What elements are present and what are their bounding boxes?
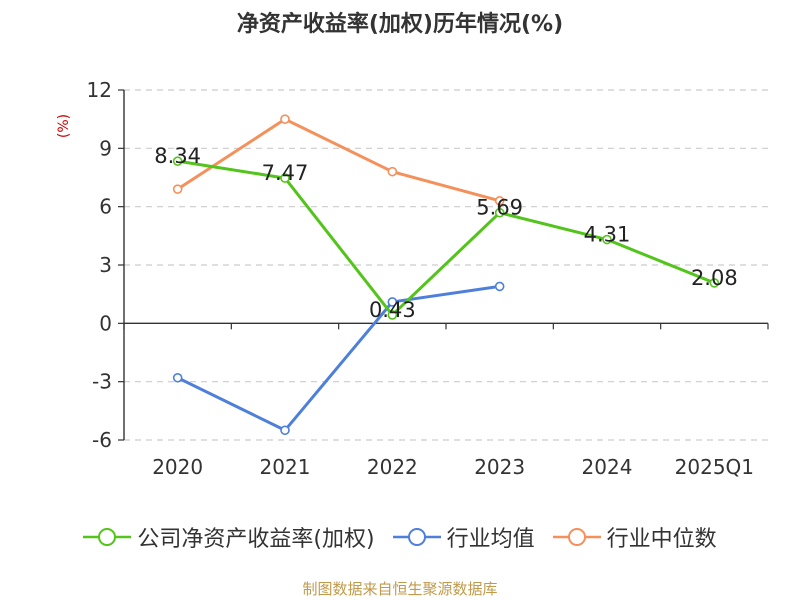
y-tick-label: 6 [99,195,112,219]
legend-label: 公司净资产收益率(加权) [137,527,375,552]
y-axis-label: (%) [56,114,72,138]
x-tick-label: 2025Q1 [675,455,754,479]
data-point [494,281,505,292]
data-point [280,173,290,183]
series-line [177,284,500,432]
data-point [387,166,398,177]
legend-label: 行业均值 [446,527,535,552]
data-point [172,156,183,166]
data-point [172,184,183,194]
data-label: 7.47 [262,161,309,185]
data-point [172,372,183,383]
x-tick-label: 2021 [260,455,311,479]
x-tick-label: 2023 [474,455,525,479]
data-label: 8.34 [154,144,201,168]
legend-swatch [392,528,441,546]
line-chart: -6 -3 0 3 6 9 12 2020 2021 2022 2023 2024 2025Q1 (%) 8… [56,78,769,479]
x-tick-label: 2024 [582,455,633,479]
y-tick-label: 0 [99,311,112,335]
source-note: 制图数据来自恒生聚源数据库 [302,580,498,598]
legend-swatch [552,528,601,546]
data-label: 0.43 [369,298,416,322]
y-tick-label: -6 [92,428,112,452]
data-point [387,310,398,320]
data-point [494,196,505,206]
series-line [176,117,501,203]
x-tick-label: 2020 [152,455,203,479]
data-point [494,207,505,218]
chart-title: 净资产收益率(加权)历年情况(%) [236,12,564,37]
legend-item[interactable]: 行业均值 [392,521,535,553]
data-point [709,278,720,288]
data-point [280,114,290,124]
y-tick-label: 3 [99,253,112,277]
legend-label: 行业中位数 [606,527,717,552]
data-point [602,234,612,245]
y-tick-label: 12 [87,78,112,102]
data-label: 2.08 [691,266,738,290]
legend: 公司净资产收益率(加权) 行业均值 行业中位数 [0,520,800,554]
data-point [387,297,398,307]
y-tick-label: 9 [99,136,112,160]
y-tick-label: -3 [92,370,112,394]
series-line [177,159,715,317]
data-label: 5.69 [476,196,523,220]
legend-swatch [83,528,132,546]
x-tick-label: 2022 [367,455,418,479]
legend-item[interactable]: 公司净资产收益率(加权) [83,521,375,553]
data-point [280,425,290,436]
legend-item[interactable]: 行业中位数 [552,521,717,553]
data-label: 4.31 [584,223,631,247]
